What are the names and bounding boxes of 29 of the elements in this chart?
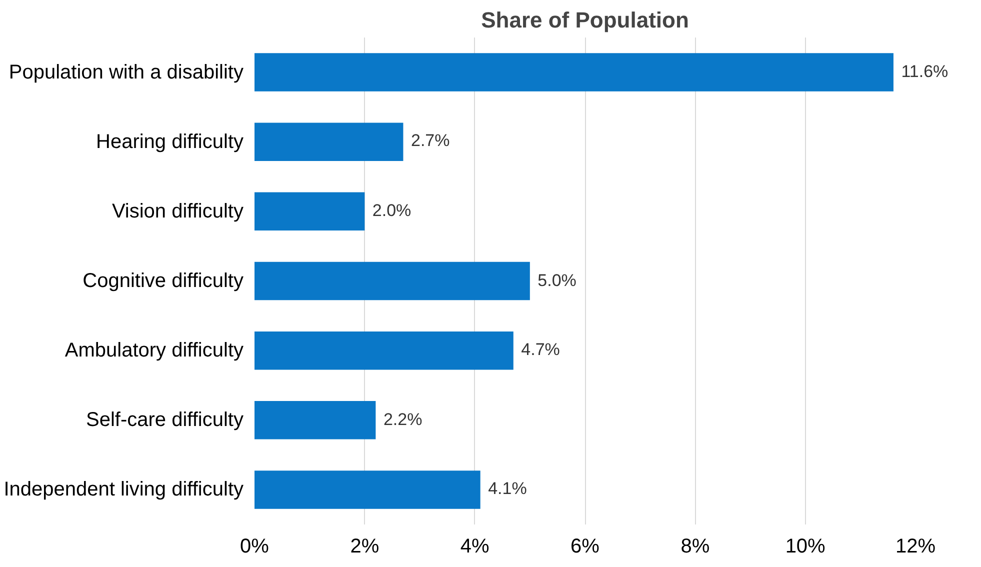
y-tick-label: Ambulatory difficulty xyxy=(64,340,244,362)
bar xyxy=(254,262,530,300)
data-label: 5.0% xyxy=(538,270,576,290)
x-tick-label: 0% xyxy=(240,536,270,558)
data-label: 2.7% xyxy=(410,131,450,152)
x-tick-label: 2% xyxy=(350,536,380,558)
data-label: 4.1% xyxy=(488,479,527,500)
data-label: 11.6% xyxy=(901,62,948,82)
data-label: 4.7% xyxy=(521,340,560,360)
y-tick-label: Population with a disability xyxy=(8,61,244,84)
bar xyxy=(254,53,894,92)
bar xyxy=(254,122,404,161)
y-tick-label: Self-care difficulty xyxy=(86,409,244,432)
bar xyxy=(254,401,376,440)
x-tick-label: 6% xyxy=(570,536,600,558)
data-label: 2.2% xyxy=(383,410,422,430)
data-label: 2.0% xyxy=(372,200,412,221)
x-tick-label: 10% xyxy=(785,536,826,558)
x-tick-label: 8% xyxy=(680,536,710,558)
bar xyxy=(254,331,514,370)
chart-title: Share of Population xyxy=(481,8,689,32)
y-tick-label: Hearing difficulty xyxy=(96,130,244,153)
bar xyxy=(254,192,365,231)
bar xyxy=(254,470,480,509)
x-tick-label: 4% xyxy=(460,536,490,558)
y-tick-label: Independent living difficulty xyxy=(4,478,244,501)
y-tick-label: Vision difficulty xyxy=(112,200,244,222)
x-tick-label: 12% xyxy=(895,536,936,558)
y-tick-label: Cognitive difficulty xyxy=(82,270,244,292)
